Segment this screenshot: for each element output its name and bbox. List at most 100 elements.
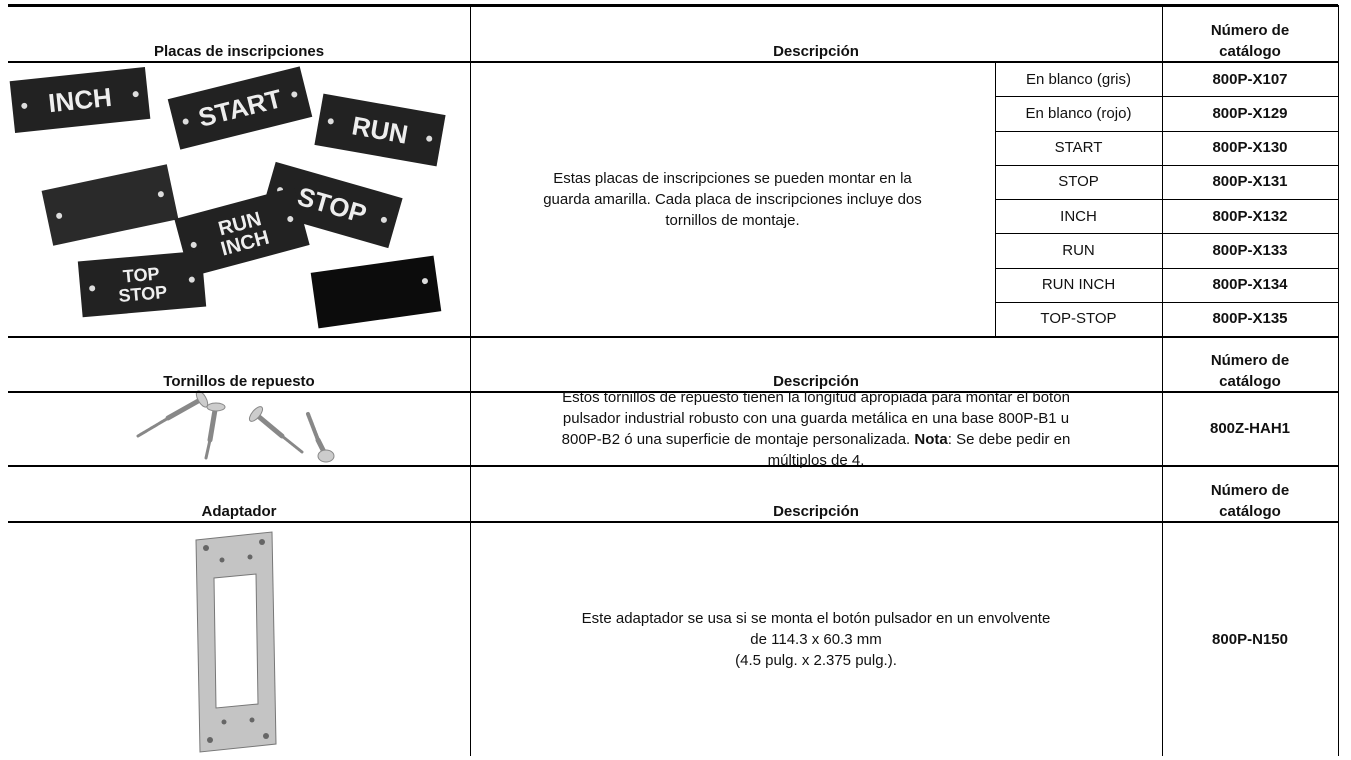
- description-cell: Estos tornillos de repuesto tienen la lo…: [474, 389, 1158, 469]
- plate-label: STOP: [118, 282, 168, 306]
- catalog-cell: 800P-X135: [1162, 302, 1338, 336]
- catalog-cell: 800P-X132: [1162, 199, 1338, 233]
- variant: TOP-STOP: [1040, 310, 1117, 328]
- header-cell: Número de catálogo: [1162, 337, 1338, 394]
- header-description: Descripción: [773, 503, 859, 520]
- description-text: : Se debe pedir en: [947, 430, 1071, 448]
- rule: [8, 391, 1338, 393]
- description-line: pulsador industrial robusto con una guar…: [562, 409, 1070, 427]
- catalog-number: 800P-X129: [1212, 104, 1288, 122]
- catalog-cell: 800P-X131: [1162, 165, 1338, 199]
- header-catalog: catálogo: [1219, 43, 1281, 60]
- catalog-cell: 800P-X107: [1162, 62, 1338, 96]
- variant: RUN: [1062, 241, 1095, 259]
- header-catalog: catálogo: [1219, 503, 1281, 520]
- catalog-cell: 800P-X134: [1162, 268, 1338, 302]
- header-cell: Número de catálogo: [1162, 466, 1338, 524]
- rule: [1162, 6, 1163, 756]
- catalog-cell: 800Z-HAH1: [1162, 392, 1338, 465]
- variant: En blanco (gris): [1025, 70, 1132, 88]
- header-cell: Adaptador: [8, 466, 470, 524]
- catalog-cell: 800P-X130: [1162, 131, 1338, 165]
- catalog-number: 800P-X130: [1212, 139, 1288, 157]
- catalog-cell: 800P-N150: [1162, 522, 1338, 756]
- variant-cell: TOP-STOP: [995, 302, 1162, 336]
- catalog-number: 800P-X134: [1212, 276, 1288, 294]
- rule: [995, 267, 1338, 269]
- catalog-number: 800P-X131: [1212, 173, 1288, 191]
- rule: [1338, 5, 1339, 756]
- description-line: múltiplos de 4.: [767, 451, 865, 469]
- description-line: guarda amarilla. Cada placa de inscripci…: [543, 190, 922, 208]
- header-cell: Descripción: [470, 466, 1162, 524]
- catalog-number: 800P-X133: [1212, 241, 1288, 259]
- plate-label: STOP: [294, 181, 370, 229]
- variant-cell: START: [995, 131, 1162, 165]
- rule: [995, 301, 1338, 303]
- catalog-cell: 800P-X133: [1162, 233, 1338, 267]
- plate-label: INCH: [219, 227, 272, 261]
- variant-cell: RUN: [995, 233, 1162, 267]
- screws-photo: [136, 390, 335, 463]
- description-line: 800P-B2 ó una superficie de montaje pers…: [562, 429, 1071, 450]
- rule: [995, 199, 1338, 200]
- description-line: tornillos de montaje.: [665, 211, 800, 229]
- description-line: Estos tornillos de repuesto tienen la lo…: [562, 388, 1070, 406]
- header-catalog: Número de: [1210, 352, 1290, 369]
- plate-label: START: [195, 83, 285, 133]
- header-cell: Número de catálogo: [1162, 6, 1338, 64]
- description-cell: Este adaptador se usa si se monta el bot…: [474, 522, 1158, 756]
- variant: START: [1054, 139, 1103, 157]
- header-description: Descripción: [773, 43, 859, 60]
- variant-cell: INCH: [995, 199, 1162, 233]
- description-cell: Estas placas de inscripciones se pueden …: [478, 62, 987, 336]
- rule: [995, 164, 1338, 166]
- description-line: (4.5 pulg. x 2.375 pulg.).: [735, 651, 897, 669]
- rule: [8, 61, 1338, 63]
- header-catalog: catálogo: [1219, 373, 1281, 390]
- variant-cell: STOP: [995, 165, 1162, 199]
- variant-cell: RUN INCH: [995, 268, 1162, 302]
- rule: [8, 521, 1338, 523]
- catalog-number: 800P-N150: [1212, 630, 1288, 648]
- catalog-number: 800P-X132: [1212, 207, 1288, 225]
- variant: RUN INCH: [1041, 276, 1116, 294]
- description-text: 800P-B2 ó una superficie de montaje pers…: [561, 430, 911, 448]
- catalog-number: 800P-X135: [1212, 310, 1288, 328]
- header-cell: Descripción: [470, 6, 1162, 64]
- rule: [995, 96, 1338, 98]
- header-cell: Descripción: [470, 337, 1162, 394]
- variant: En blanco (rojo): [1025, 104, 1132, 122]
- catalog-cell: 800P-X129: [1162, 96, 1338, 130]
- variant-cell: En blanco (gris): [995, 62, 1162, 96]
- catalog-number: 800P-X107: [1212, 70, 1288, 88]
- rule: [995, 130, 1338, 132]
- rule: [995, 62, 996, 336]
- header-product: Adaptador: [201, 503, 277, 520]
- header-description: Descripción: [773, 373, 859, 390]
- variant-cell: En blanco (rojo): [995, 96, 1162, 130]
- note-label: Nota: [914, 430, 948, 448]
- plate-label: RUN: [216, 208, 264, 240]
- rule: [8, 465, 1338, 467]
- rule: [995, 233, 1338, 235]
- catalog-number: 800Z-HAH1: [1209, 420, 1291, 437]
- variant: INCH: [1060, 207, 1097, 225]
- description-line: Estas placas de inscripciones se pueden …: [553, 169, 912, 187]
- description-line: de 114.3 x 60.3 mm: [750, 630, 882, 648]
- header-product: Placas de inscripciones: [153, 43, 325, 60]
- plate-label: INCH: [47, 82, 113, 118]
- plate-label: RUN: [350, 110, 411, 149]
- header-product: Tornillos de repuesto: [163, 373, 315, 390]
- variant: STOP: [1058, 173, 1099, 191]
- header-cell: Placas de inscripciones: [8, 6, 470, 64]
- rule: [8, 4, 1338, 6]
- rule: [470, 6, 471, 756]
- rule: [8, 5, 1338, 7]
- plate-label: TOP: [122, 263, 160, 286]
- header-catalog: Número de: [1210, 22, 1290, 39]
- description-line: Este adaptador se usa si se monta el bot…: [581, 609, 1051, 627]
- adapter-photo: [195, 531, 277, 753]
